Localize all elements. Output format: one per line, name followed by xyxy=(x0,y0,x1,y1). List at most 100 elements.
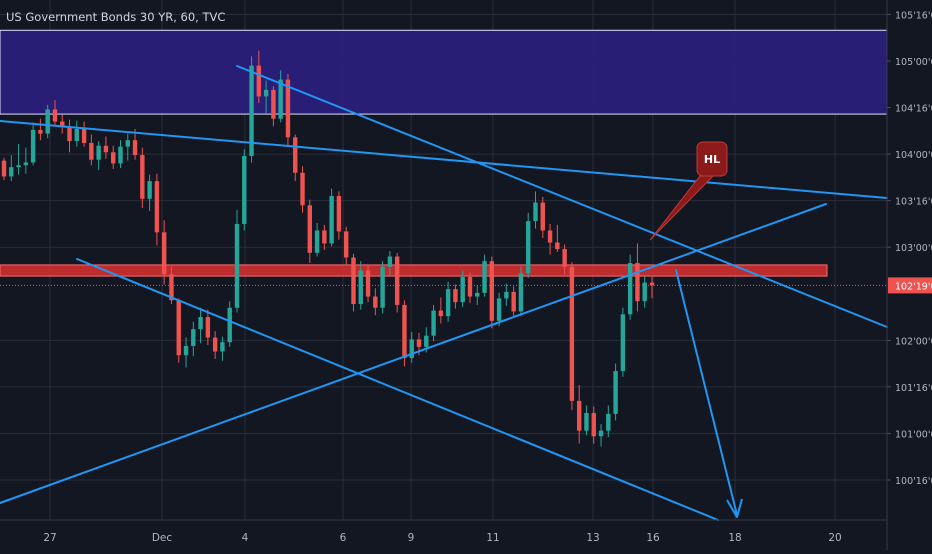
candle-body xyxy=(504,291,509,299)
candle-body xyxy=(242,155,247,224)
candle-body xyxy=(212,337,218,352)
candle-body xyxy=(118,146,123,164)
candle-body xyxy=(475,292,480,297)
candle-body xyxy=(482,261,487,293)
purple-resistance-zone xyxy=(0,29,888,115)
candle-body xyxy=(562,249,567,267)
candle-body xyxy=(445,289,451,317)
x-tick-label: Dec xyxy=(152,532,173,544)
x-tick-label: 27 xyxy=(43,532,56,544)
current-price-badge xyxy=(888,277,932,294)
candle-body xyxy=(584,412,589,431)
candle-body xyxy=(45,109,50,134)
zones xyxy=(0,29,888,286)
x-tick-label: 16 xyxy=(646,532,660,544)
candle-body xyxy=(220,342,225,352)
candle-body xyxy=(613,371,618,414)
y-tick-label: 100'16'0 xyxy=(895,476,932,487)
candle-body xyxy=(285,79,291,138)
candle-body xyxy=(511,291,516,312)
candle-body xyxy=(169,274,174,301)
candle-body xyxy=(649,282,655,286)
callout-box[interactable] xyxy=(696,141,728,177)
x-tick-label: 18 xyxy=(728,532,741,544)
candle-body xyxy=(74,128,80,142)
candle-body xyxy=(358,270,363,305)
candle-body xyxy=(329,196,334,244)
current-price-label: 102'19'0 xyxy=(895,281,932,292)
candle-body xyxy=(191,329,196,346)
candle-body xyxy=(132,140,138,156)
x-tick-label: 13 xyxy=(586,532,599,544)
candle-body xyxy=(16,165,21,168)
annotations[interactable]: HL xyxy=(649,141,728,241)
candle-body xyxy=(540,202,545,231)
candle-body xyxy=(96,145,101,160)
y-tick-label: 103'00'0 xyxy=(895,243,932,254)
candle-body xyxy=(620,314,626,372)
candle-body xyxy=(103,145,109,153)
candle-body xyxy=(344,231,349,258)
candle-body xyxy=(336,196,342,232)
trendline-steep-descending[interactable] xyxy=(236,65,888,328)
candle-body xyxy=(293,137,298,173)
candle-body xyxy=(518,273,524,312)
trendline-lower-descending[interactable] xyxy=(76,258,719,521)
candle-body xyxy=(467,277,473,297)
y-tick-label: 104'16'0 xyxy=(895,104,932,115)
candle-body xyxy=(198,317,203,330)
candle-body xyxy=(642,282,647,302)
candle-body xyxy=(161,232,167,275)
candle-body xyxy=(140,155,145,199)
candle-body xyxy=(438,310,444,317)
candle-body xyxy=(547,230,553,243)
x-tick-label: 4 xyxy=(242,532,249,544)
candle-body xyxy=(394,256,400,305)
x-tick-label: 6 xyxy=(340,532,347,544)
y-tick-label: 105'00'0 xyxy=(895,57,932,68)
candle-body xyxy=(154,181,160,233)
trendline-upper-descending[interactable] xyxy=(0,120,888,199)
candle-body xyxy=(526,221,531,274)
candle-body xyxy=(38,129,43,134)
candle-body xyxy=(1,160,7,177)
candle-body xyxy=(387,256,393,267)
red-support-zone xyxy=(0,264,828,277)
trendline-ascending-support[interactable] xyxy=(0,203,827,504)
candle-body xyxy=(307,205,312,253)
candle-body xyxy=(81,128,87,143)
candle-body xyxy=(263,89,269,97)
candle-body xyxy=(9,167,14,177)
candle-body xyxy=(627,263,633,315)
candle-body xyxy=(365,270,371,297)
y-tick-label: 102'00'0 xyxy=(895,336,932,347)
candle-body xyxy=(431,310,436,336)
candle-body xyxy=(52,109,58,122)
y-tick-label: 104'00'0 xyxy=(895,150,932,161)
candle-body xyxy=(402,304,407,359)
candle-body xyxy=(23,162,29,166)
candle-body xyxy=(67,126,72,142)
candle-body xyxy=(89,142,94,160)
y-tick-label: 101'00'0 xyxy=(895,429,932,440)
candle-body xyxy=(416,339,422,347)
callout-label: HL xyxy=(704,153,720,166)
trendlines[interactable] xyxy=(0,65,888,521)
candle-body xyxy=(460,277,465,303)
candle-body xyxy=(635,263,640,302)
projection-arrow-line[interactable] xyxy=(675,269,738,516)
y-tick-label: 105'16'0 xyxy=(895,10,932,21)
x-tick-label: 9 xyxy=(408,532,415,544)
candle-body xyxy=(424,335,429,347)
candle-body xyxy=(606,413,611,431)
candle-body xyxy=(300,172,305,206)
candle-body xyxy=(271,89,276,119)
candles xyxy=(1,50,655,447)
candle-body xyxy=(183,345,189,356)
candle-body xyxy=(147,181,152,199)
candle-body xyxy=(591,412,596,437)
candle-body xyxy=(125,140,130,147)
projection-arrow-head xyxy=(726,498,743,518)
